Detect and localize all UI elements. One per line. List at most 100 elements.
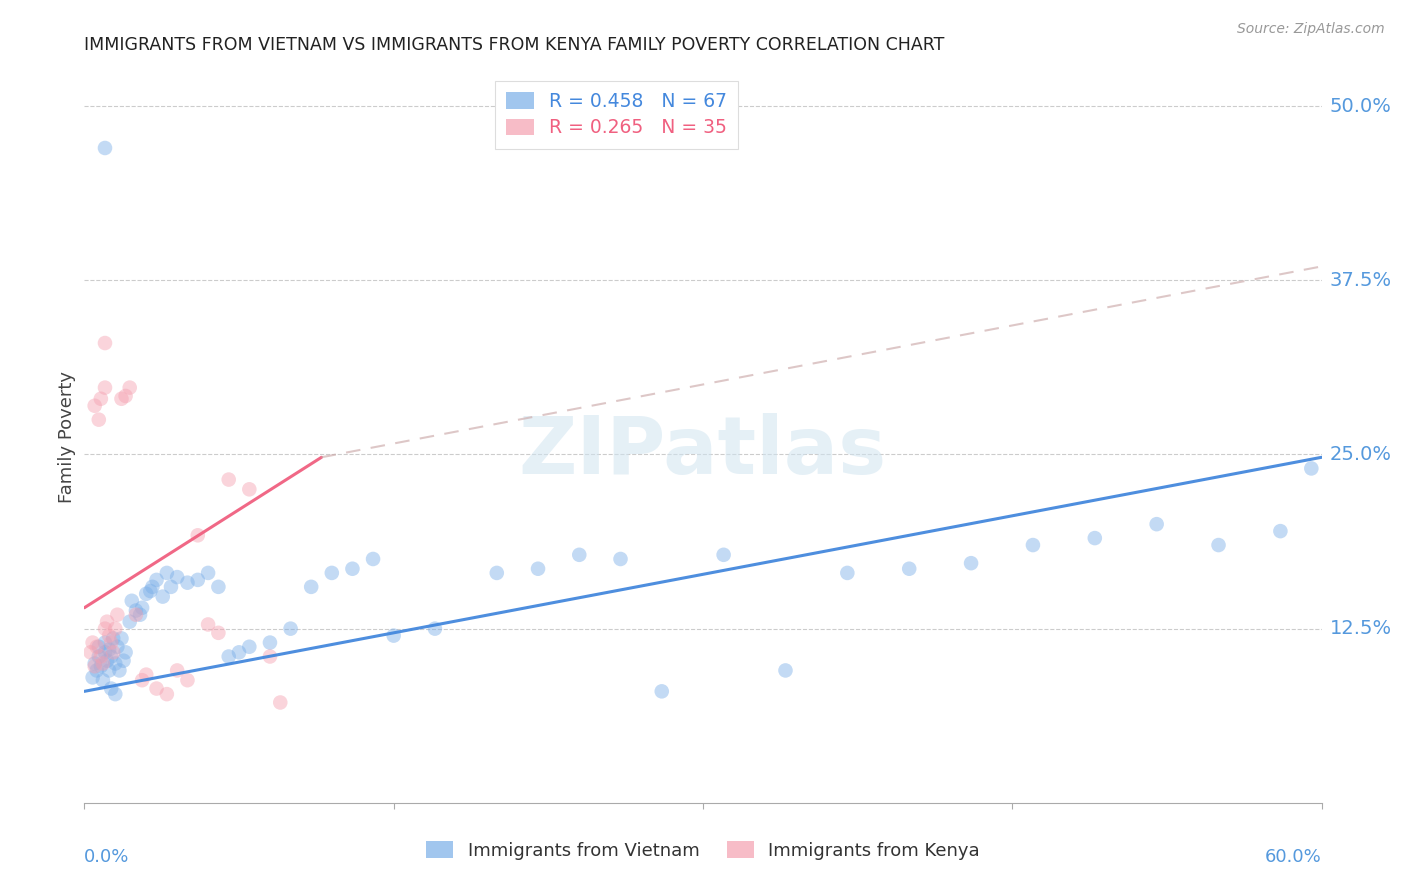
Point (269, 696, 291, 710)
Point (83, 659, 105, 673)
Point (90, 392, 112, 406)
Point (91, 673, 114, 688)
Point (86, 664, 108, 678)
Point (96, 615, 118, 629)
Point (145, 573, 167, 587)
Point (90, 659, 112, 673)
Point (342, 562, 364, 576)
Point (82, 635, 104, 649)
Point (79, 645, 101, 659)
Point (98, 664, 121, 678)
Point (121, 594, 143, 608)
Point (104, 622, 127, 636)
Point (100, 649, 122, 664)
Point (207, 580, 229, 594)
Point (100, 635, 122, 649)
Point (94, 622, 117, 636)
Point (94, 336, 117, 351)
Text: 25.0%: 25.0% (1330, 445, 1392, 464)
Point (96, 654, 118, 668)
Y-axis label: Family Poverty: Family Poverty (58, 371, 76, 503)
Point (280, 622, 302, 636)
Point (485, 566, 508, 580)
Point (238, 483, 260, 497)
Point (156, 687, 179, 701)
Point (259, 649, 281, 664)
Point (156, 566, 179, 580)
Point (898, 562, 921, 576)
Point (218, 473, 240, 487)
Point (104, 687, 127, 701)
Point (98, 642, 121, 657)
Point (94, 381, 117, 395)
Point (228, 645, 250, 659)
Point (91, 657, 114, 671)
Point (197, 566, 219, 580)
Point (112, 654, 135, 668)
Point (837, 566, 859, 580)
Point (105, 607, 128, 622)
Point (321, 566, 343, 580)
Point (114, 645, 136, 659)
Text: 12.5%: 12.5% (1330, 619, 1392, 638)
Point (651, 684, 673, 698)
Point (87, 640, 110, 654)
Point (131, 673, 153, 688)
Point (1146, 517, 1168, 532)
Point (86, 640, 108, 654)
Point (1084, 531, 1107, 545)
Point (259, 635, 281, 649)
Point (135, 667, 157, 681)
Point (299, 580, 322, 594)
Point (94, 141, 117, 155)
Point (87, 649, 110, 664)
Point (90, 649, 112, 664)
Point (382, 629, 405, 643)
Point (94, 645, 117, 659)
Point (713, 548, 735, 562)
Point (141, 580, 163, 594)
Point (1301, 461, 1323, 475)
Text: 50.0%: 50.0% (1330, 96, 1392, 116)
Text: ZIPatlas: ZIPatlas (519, 413, 887, 491)
Point (960, 556, 983, 570)
Point (176, 673, 198, 688)
Point (568, 548, 591, 562)
Point (361, 552, 384, 566)
Text: Source: ZipAtlas.com: Source: ZipAtlas.com (1237, 22, 1385, 37)
Point (145, 681, 167, 696)
Point (104, 657, 127, 671)
Point (110, 632, 132, 646)
Legend: Immigrants from Vietnam, Immigrants from Kenya: Immigrants from Vietnam, Immigrants from… (419, 834, 987, 867)
Point (94, 635, 117, 649)
Point (218, 649, 240, 664)
Point (197, 617, 219, 632)
Text: 60.0%: 60.0% (1265, 848, 1322, 866)
Point (135, 587, 157, 601)
Point (187, 573, 209, 587)
Point (423, 622, 446, 636)
Point (238, 640, 260, 654)
Point (105, 640, 128, 654)
Point (110, 392, 132, 406)
Point (100, 681, 122, 696)
Point (166, 570, 188, 584)
Point (118, 381, 141, 395)
Point (187, 528, 209, 542)
Point (1270, 524, 1292, 538)
Point (103, 632, 125, 646)
Text: 37.5%: 37.5% (1330, 271, 1392, 290)
Point (160, 580, 183, 594)
Point (118, 615, 141, 629)
Text: IMMIGRANTS FROM VIETNAM VS IMMIGRANTS FROM KENYA FAMILY POVERTY CORRELATION CHAR: IMMIGRANTS FROM VIETNAM VS IMMIGRANTS FR… (84, 36, 945, 54)
Point (82, 670, 104, 684)
Point (83, 657, 105, 671)
Point (83, 399, 105, 413)
Point (131, 600, 153, 615)
Point (207, 625, 229, 640)
Point (114, 389, 136, 403)
Point (108, 664, 131, 678)
Point (152, 590, 174, 604)
Point (125, 603, 148, 617)
Text: 0.0%: 0.0% (84, 848, 129, 866)
